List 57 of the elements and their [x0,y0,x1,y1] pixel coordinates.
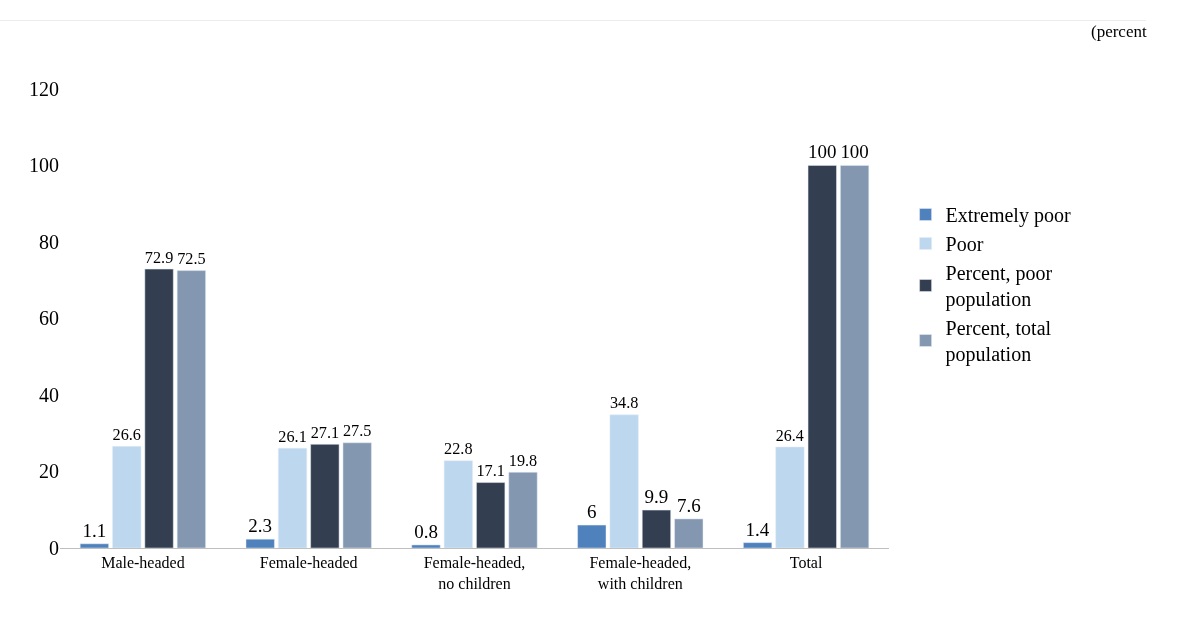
x-tick-label: Total [789,554,823,572]
data-label: 27.5 [342,422,372,441]
bar [245,538,275,548]
data-label: 9.9 [644,486,669,508]
y-tick-label: 40 [39,383,59,406]
bar [342,442,372,548]
data-label: 27.1 [310,423,340,442]
text: (percent [1091,22,1147,41]
bar [508,471,538,548]
x-tick-label: Male-headed [101,554,185,572]
y-tick-label: 60 [39,307,59,330]
bar [476,482,506,548]
data-label: 17.1 [476,462,505,481]
data-label: 26.4 [775,426,804,444]
legend-label: Percent, total population [945,317,1052,367]
data-label: 6 [587,501,597,523]
legend-label: Extremely poor [945,204,1071,228]
legend-label: Poor [945,233,984,256]
data-label: 1.1 [82,519,107,541]
bar [310,444,340,548]
data-label: 26.1 [278,427,307,446]
y-tick-label: 0 [49,537,59,559]
data-label: 72.5 [177,250,206,269]
bar [278,447,308,548]
data-label: 100 [808,141,837,163]
data-label: 34.8 [609,394,639,413]
data-label: 26.6 [112,425,141,444]
bar [112,445,142,548]
bar [609,414,639,548]
x-tick-label: Female-headed, no children [423,554,526,592]
data-label: 7.6 [676,494,701,516]
y-tick-label: 20 [39,460,59,483]
data-label: 2.3 [248,515,273,537]
bar [807,165,837,548]
data-label: 100 [840,141,869,163]
bar [674,518,704,548]
y-tick-label: 80 [39,230,59,253]
data-label: 22.8 [444,440,473,459]
bar [840,165,870,548]
bar [411,544,441,548]
data-label: 72.9 [144,248,174,267]
data-label: 1.4 [745,518,770,540]
legend-label: Percent, poor population [945,262,1053,312]
y-tick-label: 100 [29,154,59,177]
bar [176,270,206,548]
bar [743,542,773,548]
data-label: 0.8 [414,520,438,542]
bar [79,543,109,548]
y-tick-label: 120 [29,77,59,100]
bar [577,524,607,548]
bar [443,460,473,548]
x-tick-label: Female-headed, with children [589,554,692,592]
x-tick-label: Female-headed [259,554,358,572]
data-label: 19.8 [508,451,538,470]
bar [144,268,174,548]
bar [775,446,805,548]
bar [641,509,671,548]
